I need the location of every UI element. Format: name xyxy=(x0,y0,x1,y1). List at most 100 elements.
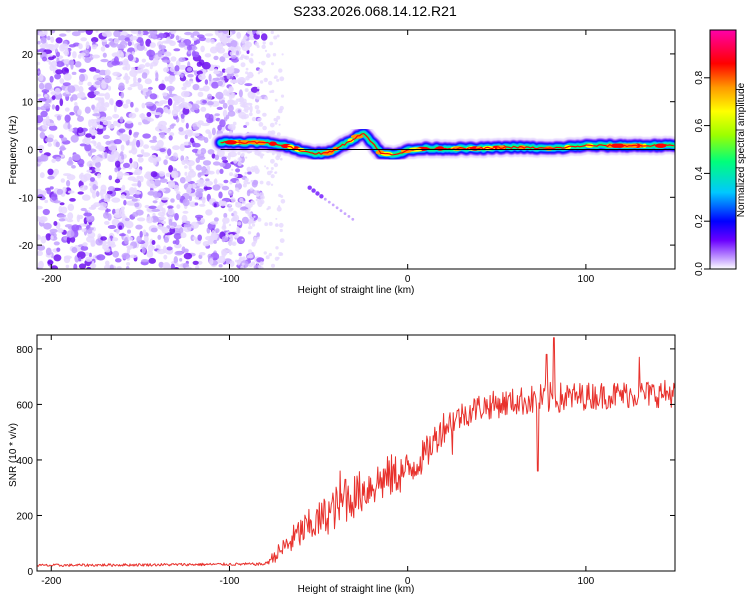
noise-dot xyxy=(86,266,92,269)
noise-dot xyxy=(229,190,232,194)
noise-dot xyxy=(137,77,142,83)
noise-dot xyxy=(84,143,92,152)
noise-dot xyxy=(77,109,82,116)
noise-dot xyxy=(245,71,249,75)
noise-dot xyxy=(231,241,237,246)
noise-dot xyxy=(246,255,250,259)
noise-dot xyxy=(104,247,111,253)
noise-dot xyxy=(239,206,247,211)
noise-dot xyxy=(215,30,219,35)
noise-dot xyxy=(86,236,95,243)
noise-dot xyxy=(235,201,239,205)
noise-dot xyxy=(41,89,50,94)
noise-dot xyxy=(174,243,182,249)
noise-dot xyxy=(69,198,76,202)
noise-dot xyxy=(132,171,139,175)
noise-dot xyxy=(37,194,44,199)
y-tick-label: 0 xyxy=(27,567,33,578)
noise-dot xyxy=(71,247,78,254)
noise-dot xyxy=(37,70,41,74)
noise-dot xyxy=(119,233,126,237)
noise-dot xyxy=(145,101,154,107)
noise-dot xyxy=(159,132,165,139)
noise-speckle xyxy=(37,30,355,269)
noise-dot xyxy=(182,210,189,214)
noise-dot xyxy=(278,123,281,126)
noise-dot xyxy=(139,230,143,238)
noise-dot xyxy=(198,73,206,80)
noise-dot xyxy=(136,235,142,243)
colorbar: 0.0 0.2 0.4 0.6 0.8 Normalized spectral ampl… xyxy=(694,29,747,276)
noise-dot xyxy=(251,96,255,100)
noise-dot xyxy=(195,164,202,171)
noise-dot xyxy=(131,67,136,71)
noise-dot xyxy=(55,141,60,148)
noise-dot xyxy=(266,207,269,211)
noise-dot xyxy=(255,198,259,202)
noise-dot xyxy=(67,123,71,130)
noise-dot xyxy=(42,124,49,130)
noise-dot xyxy=(227,110,236,117)
noise-dot xyxy=(59,134,64,139)
noise-dot xyxy=(327,200,331,204)
noise-dot xyxy=(116,266,122,269)
noise-dot xyxy=(147,118,155,122)
noise-dot xyxy=(42,208,50,216)
noise-dot xyxy=(237,98,242,103)
noise-dot xyxy=(253,190,258,195)
noise-dot xyxy=(198,203,206,207)
noise-dot xyxy=(159,178,168,183)
noise-dot xyxy=(260,60,266,66)
noise-dot xyxy=(221,236,229,242)
noise-dot xyxy=(132,81,140,87)
noise-dot xyxy=(79,185,88,191)
snr-x-label: Height of straight line (km) xyxy=(298,584,415,595)
noise-dot xyxy=(201,196,206,204)
noise-dot xyxy=(162,245,167,254)
noise-dot xyxy=(134,202,140,208)
noise-dot xyxy=(178,41,186,48)
noise-dot xyxy=(96,173,102,179)
noise-dot xyxy=(175,262,179,266)
noise-dot xyxy=(204,113,211,119)
noise-dot xyxy=(49,228,58,233)
noise-dot xyxy=(240,77,245,82)
noise-dot xyxy=(112,250,119,258)
noise-dot xyxy=(230,79,238,84)
noise-dot xyxy=(237,151,241,156)
noise-dot xyxy=(167,148,172,156)
noise-dot xyxy=(221,250,226,258)
noise-dot xyxy=(38,98,47,102)
noise-dot xyxy=(47,35,51,41)
y-tick-label: -10 xyxy=(19,193,34,204)
noise-dot xyxy=(143,144,150,149)
noise-dot xyxy=(212,161,221,166)
noise-dot xyxy=(63,173,72,177)
noise-dot xyxy=(67,85,76,93)
noise-dot xyxy=(271,152,275,156)
noise-dot xyxy=(79,52,86,57)
noise-dot xyxy=(50,36,55,43)
noise-dot xyxy=(257,217,262,222)
noise-dot xyxy=(137,180,142,188)
noise-dot xyxy=(273,162,279,168)
snr-plot-area xyxy=(37,335,675,571)
noise-dot xyxy=(163,159,168,166)
colorbar-tick-label: 0.0 xyxy=(694,262,705,276)
noise-dot xyxy=(46,187,51,195)
noise-dot xyxy=(55,51,61,58)
noise-dot xyxy=(172,145,181,151)
y-tick-label: 20 xyxy=(22,50,34,61)
noise-dot xyxy=(279,238,285,244)
noise-dot xyxy=(220,76,225,81)
noise-dot xyxy=(238,252,242,257)
noise-dot xyxy=(229,125,233,128)
noise-dot xyxy=(129,35,138,41)
noise-dot xyxy=(227,152,231,161)
spectrogram-y-label: Frequency (Hz) xyxy=(8,116,19,185)
noise-dot xyxy=(139,113,146,119)
noise-dot xyxy=(67,190,75,194)
noise-dot xyxy=(196,182,206,187)
noise-dot xyxy=(89,126,96,134)
